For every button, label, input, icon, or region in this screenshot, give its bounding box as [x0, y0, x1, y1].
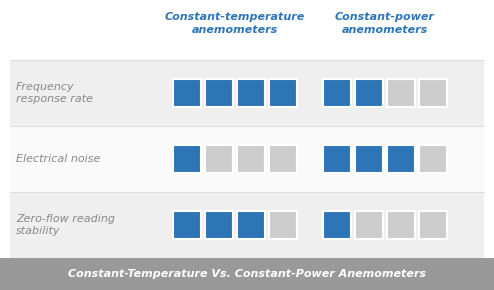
Bar — [269, 145, 297, 173]
Bar — [355, 145, 383, 173]
Bar — [419, 145, 447, 173]
Bar — [419, 211, 447, 239]
Bar — [10, 192, 484, 258]
Text: Constant-power
anemometers: Constant-power anemometers — [335, 12, 435, 35]
Bar — [323, 211, 351, 239]
Bar — [419, 79, 447, 107]
Text: Electrical noise: Electrical noise — [16, 154, 100, 164]
Bar — [173, 145, 201, 173]
Text: Frequency
response rate: Frequency response rate — [16, 82, 93, 104]
Text: Constant-temperature
anemometers: Constant-temperature anemometers — [165, 12, 305, 35]
Bar — [387, 79, 415, 107]
Bar — [237, 145, 265, 173]
Bar — [173, 211, 201, 239]
Text: Zero-flow reading
stability: Zero-flow reading stability — [16, 214, 115, 236]
Bar — [10, 60, 484, 126]
Bar — [355, 211, 383, 239]
Bar — [205, 211, 233, 239]
Bar — [205, 145, 233, 173]
Bar — [237, 79, 265, 107]
Bar — [173, 79, 201, 107]
Bar — [269, 211, 297, 239]
Bar — [355, 79, 383, 107]
Bar — [10, 126, 484, 192]
Bar — [387, 211, 415, 239]
Bar — [205, 79, 233, 107]
Bar — [323, 79, 351, 107]
Bar — [387, 145, 415, 173]
Text: Constant-Temperature Vs. Constant-Power Anemometers: Constant-Temperature Vs. Constant-Power … — [68, 269, 426, 279]
Bar — [323, 145, 351, 173]
Bar — [269, 79, 297, 107]
Bar — [0, 258, 494, 290]
Bar — [237, 211, 265, 239]
